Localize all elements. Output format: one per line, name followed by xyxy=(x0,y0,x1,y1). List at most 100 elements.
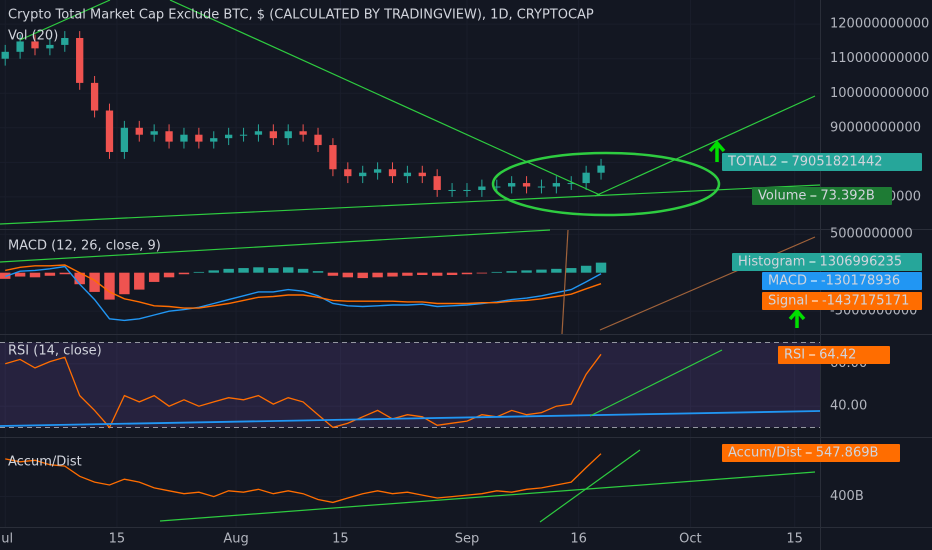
x-tick-label: Jul xyxy=(0,532,13,547)
candle-body xyxy=(165,131,173,142)
line xyxy=(5,353,602,429)
candle-body xyxy=(16,41,24,52)
trendline xyxy=(589,349,723,417)
histogram-bar xyxy=(312,271,324,273)
trendline xyxy=(539,449,641,523)
candle-body xyxy=(373,169,382,173)
macd-line xyxy=(4,265,602,322)
candle-body xyxy=(105,110,114,152)
badge-value: -130178936 xyxy=(821,274,900,289)
trendline xyxy=(0,184,821,225)
histogram-bar xyxy=(476,272,488,274)
histogram-bar xyxy=(134,272,145,290)
histogram-bar xyxy=(580,265,592,273)
histogram-bar xyxy=(372,272,383,278)
x-tick-label: Aug xyxy=(223,532,248,547)
histogram-bar xyxy=(417,272,428,275)
candle-body xyxy=(329,145,337,170)
badge-name: Accum/Dist xyxy=(728,446,802,461)
histogram-bar xyxy=(238,268,249,273)
candle-body xyxy=(1,51,9,59)
candle-body xyxy=(418,172,426,177)
histogram-bar xyxy=(44,272,56,276)
grid xyxy=(0,0,820,527)
x-tick-label: 15 xyxy=(332,532,349,547)
x-tick-label: Sep xyxy=(455,532,480,547)
trendline xyxy=(159,471,816,522)
badge-name: Volume xyxy=(758,189,806,204)
badge-name: TOTAL2 xyxy=(727,155,778,170)
histogram-bar xyxy=(327,272,339,276)
arrow xyxy=(788,308,806,328)
histogram-bar xyxy=(89,272,100,292)
badge-value: 64.42 xyxy=(819,348,856,363)
histogram-bar xyxy=(297,268,309,273)
histogram-bar xyxy=(551,268,562,273)
badge-value: 547.869B xyxy=(816,446,879,461)
histogram-bar xyxy=(521,270,532,273)
badge xyxy=(722,153,922,171)
histogram-bar xyxy=(461,272,473,275)
macd-line xyxy=(5,264,602,309)
histogram-bar xyxy=(387,272,398,277)
candle-body xyxy=(195,134,203,142)
trendline xyxy=(0,410,821,427)
candle-body xyxy=(210,138,218,142)
histogram-bar xyxy=(283,267,294,273)
histogram-bar xyxy=(14,272,26,277)
trendline xyxy=(19,0,111,41)
candle-body xyxy=(31,41,39,49)
drawings xyxy=(0,0,821,523)
candle-body xyxy=(269,131,277,139)
y-tick-label: 400B xyxy=(830,489,864,504)
histogram-bar xyxy=(446,272,458,275)
badges: TOTAL2 79051821442 Volume 73.392B Histogram 1… xyxy=(722,153,922,462)
badge-value: -1437175171 xyxy=(822,294,909,309)
histogram-bar xyxy=(29,272,41,278)
labels: Crypto Total Market Cap Exclude BTC, $ (… xyxy=(8,8,594,470)
histogram-bar xyxy=(178,272,190,275)
candle-body xyxy=(597,165,605,173)
candle-body xyxy=(254,131,263,135)
histogram-bar xyxy=(104,272,115,300)
histogram-bar xyxy=(506,271,517,273)
candle-body xyxy=(120,127,129,152)
badge-value: 73.392B xyxy=(820,189,874,204)
pane-title: Accum/Dist xyxy=(8,455,82,470)
candle-body xyxy=(180,134,188,142)
histogram-bar xyxy=(74,272,85,285)
histogram-bar xyxy=(253,267,264,273)
histogram-bar xyxy=(268,268,279,273)
y-tick-label: 100000000000 xyxy=(830,86,929,101)
candle-body xyxy=(90,82,99,111)
histogram-bar xyxy=(208,270,219,273)
chart-title: Crypto Total Market Cap Exclude BTC, $ (… xyxy=(8,8,594,23)
badge-name: MACD xyxy=(768,274,807,289)
candle-body xyxy=(150,131,158,135)
pane-title: Vol (20) xyxy=(8,29,58,44)
arrow xyxy=(708,140,726,162)
histogram-bar xyxy=(595,262,607,273)
candle-body xyxy=(582,172,590,184)
badge-name: Signal xyxy=(768,294,808,309)
candle-body xyxy=(522,183,531,187)
candle-body xyxy=(463,189,471,191)
trendline xyxy=(599,236,816,331)
pane-title: MACD (12, 26, close, 9) xyxy=(8,239,161,254)
badge-name: RSI xyxy=(784,348,805,363)
badge xyxy=(762,272,922,290)
histogram-bar xyxy=(163,272,175,278)
histogram-bar xyxy=(566,268,577,273)
histogram-bar xyxy=(193,271,205,273)
candle-body xyxy=(478,186,486,190)
x-tick-label: Oct xyxy=(679,532,701,547)
histogram-bar xyxy=(357,272,368,279)
candle-body xyxy=(61,37,69,45)
candle-body xyxy=(314,134,322,146)
histogram-bar xyxy=(119,272,130,295)
candle-body xyxy=(403,172,412,177)
y-tick-label: 120000000000 xyxy=(830,17,929,32)
badge xyxy=(752,187,892,205)
circle-annotation xyxy=(491,151,721,217)
